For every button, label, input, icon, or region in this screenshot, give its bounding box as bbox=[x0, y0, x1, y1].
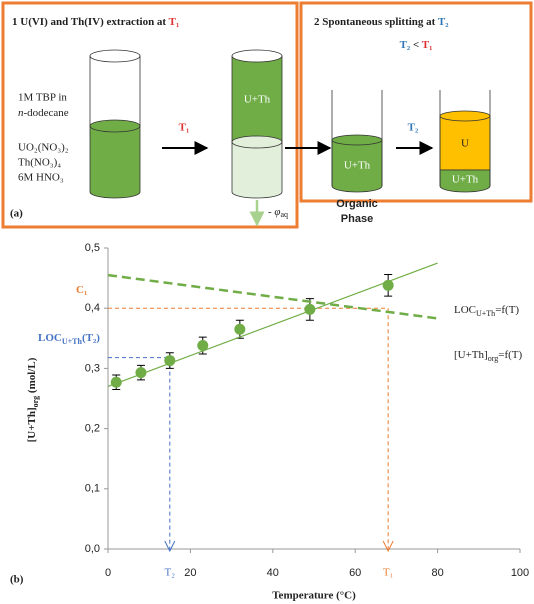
condition-right: T₁ bbox=[422, 39, 433, 51]
line-label-sub: U+Th bbox=[476, 309, 495, 318]
phase-label: Organic bbox=[336, 198, 378, 210]
step2-temp: T₂ bbox=[438, 16, 449, 28]
x-tick-label: 20 bbox=[184, 567, 196, 579]
y-tick-label: 0,2 bbox=[85, 423, 100, 435]
line-label-after: =f(T) bbox=[495, 304, 519, 316]
condition: T₂ < T₁ bbox=[400, 39, 433, 51]
line-label: [U+Th]org=f(T) bbox=[454, 349, 522, 363]
reference-label: LOCU+Th(T₂) bbox=[38, 332, 100, 346]
reference-label: C₁ bbox=[76, 284, 87, 296]
y-axis-title-after: (mol/L) bbox=[26, 357, 38, 396]
x-tick-label: 80 bbox=[431, 567, 443, 579]
panel-label: (a) bbox=[10, 208, 23, 220]
tube-1 bbox=[90, 50, 140, 198]
condition-op: < bbox=[410, 39, 422, 51]
volume-change: - φaq bbox=[268, 206, 288, 219]
step1-temp: T₁ bbox=[169, 16, 180, 28]
organic-line2: n-dodecane bbox=[18, 107, 69, 119]
phase-label: Phase bbox=[341, 213, 373, 225]
arrow-label: T₂ bbox=[408, 122, 419, 134]
reference-label-main: C₁ bbox=[76, 284, 87, 296]
tube-label: U+Th bbox=[344, 160, 371, 172]
step1-text: 1 U(VI) and Th(IV) extraction at bbox=[12, 16, 169, 28]
reference-label-sub: U+Th bbox=[62, 337, 83, 346]
tube-label: U bbox=[461, 138, 469, 150]
y-tick-label: 0,5 bbox=[85, 242, 100, 254]
panel-label: (b) bbox=[10, 574, 24, 586]
line-label-after: =f(T) bbox=[498, 349, 522, 361]
reference-x-label: T₂ bbox=[165, 567, 176, 579]
y-tick-label: 0,3 bbox=[85, 362, 100, 374]
line-label-main: LOC bbox=[454, 304, 476, 316]
step1-title: 1 U(VI) and Th(IV) extraction at T₁ bbox=[12, 16, 179, 28]
reference-label-after: (T₂) bbox=[82, 332, 100, 344]
step2-title: 2 Spontaneous splitting at T₂ bbox=[314, 16, 449, 28]
y-axis-title-main: [U+Th] bbox=[26, 407, 38, 442]
tube-3 bbox=[332, 90, 382, 192]
organic-rest: -dodecane bbox=[24, 107, 69, 119]
organic-line1: 1M TBP in bbox=[18, 92, 67, 104]
step2-text: 2 Spontaneous splitting at bbox=[314, 16, 438, 28]
aqueous-3: 6M HNO₃ bbox=[18, 172, 64, 184]
reference-x-label: T₁ bbox=[383, 567, 394, 579]
x-tick-label: 100 bbox=[511, 567, 529, 579]
y-tick-label: 0,0 bbox=[85, 543, 100, 555]
y-tick-label: 0,1 bbox=[85, 483, 100, 495]
aqueous-2: Th(NO₃)₄ bbox=[18, 157, 61, 169]
x-axis-title: Temperature (°C) bbox=[272, 590, 356, 602]
line-label-main: [U+Th] bbox=[454, 349, 488, 361]
line-label: LOCU+Th=f(T) bbox=[454, 304, 519, 318]
panel-b: 0,0 0,1 0,2 0,3 0,4 0,5 0 20 40 60 80 100 Temperatur… bbox=[10, 242, 529, 602]
y-axis-title: [U+Th]org (mol/L) bbox=[26, 357, 40, 442]
condition-left: T₂ bbox=[400, 39, 411, 51]
figure: 1 U(VI) and Th(IV) extraction at T₁ 2 Sp… bbox=[0, 0, 534, 604]
y-tick-label: 0,4 bbox=[85, 302, 100, 314]
line-label-sub: org bbox=[488, 354, 499, 363]
reference-label-main: LOC bbox=[38, 332, 62, 344]
data-point bbox=[234, 324, 245, 335]
y-axis-title-sub: org bbox=[31, 396, 40, 408]
tube-2 bbox=[232, 50, 282, 198]
volume-main: - φ bbox=[268, 206, 281, 218]
tube-label: U+Th bbox=[452, 174, 479, 186]
tube-label: U+Th bbox=[244, 94, 271, 106]
x-tick-label: 40 bbox=[267, 567, 279, 579]
panel-a: 1 U(VI) and Th(IV) extraction at T₁ 2 Sp… bbox=[3, 3, 531, 227]
x-tick-label: 0 bbox=[105, 567, 111, 579]
x-tick-label: 60 bbox=[349, 567, 361, 579]
arrow-label: T₁ bbox=[179, 122, 190, 134]
aqueous-1: UO₂(NO₃)₂ bbox=[18, 142, 69, 154]
volume-sub: aq bbox=[281, 210, 289, 219]
